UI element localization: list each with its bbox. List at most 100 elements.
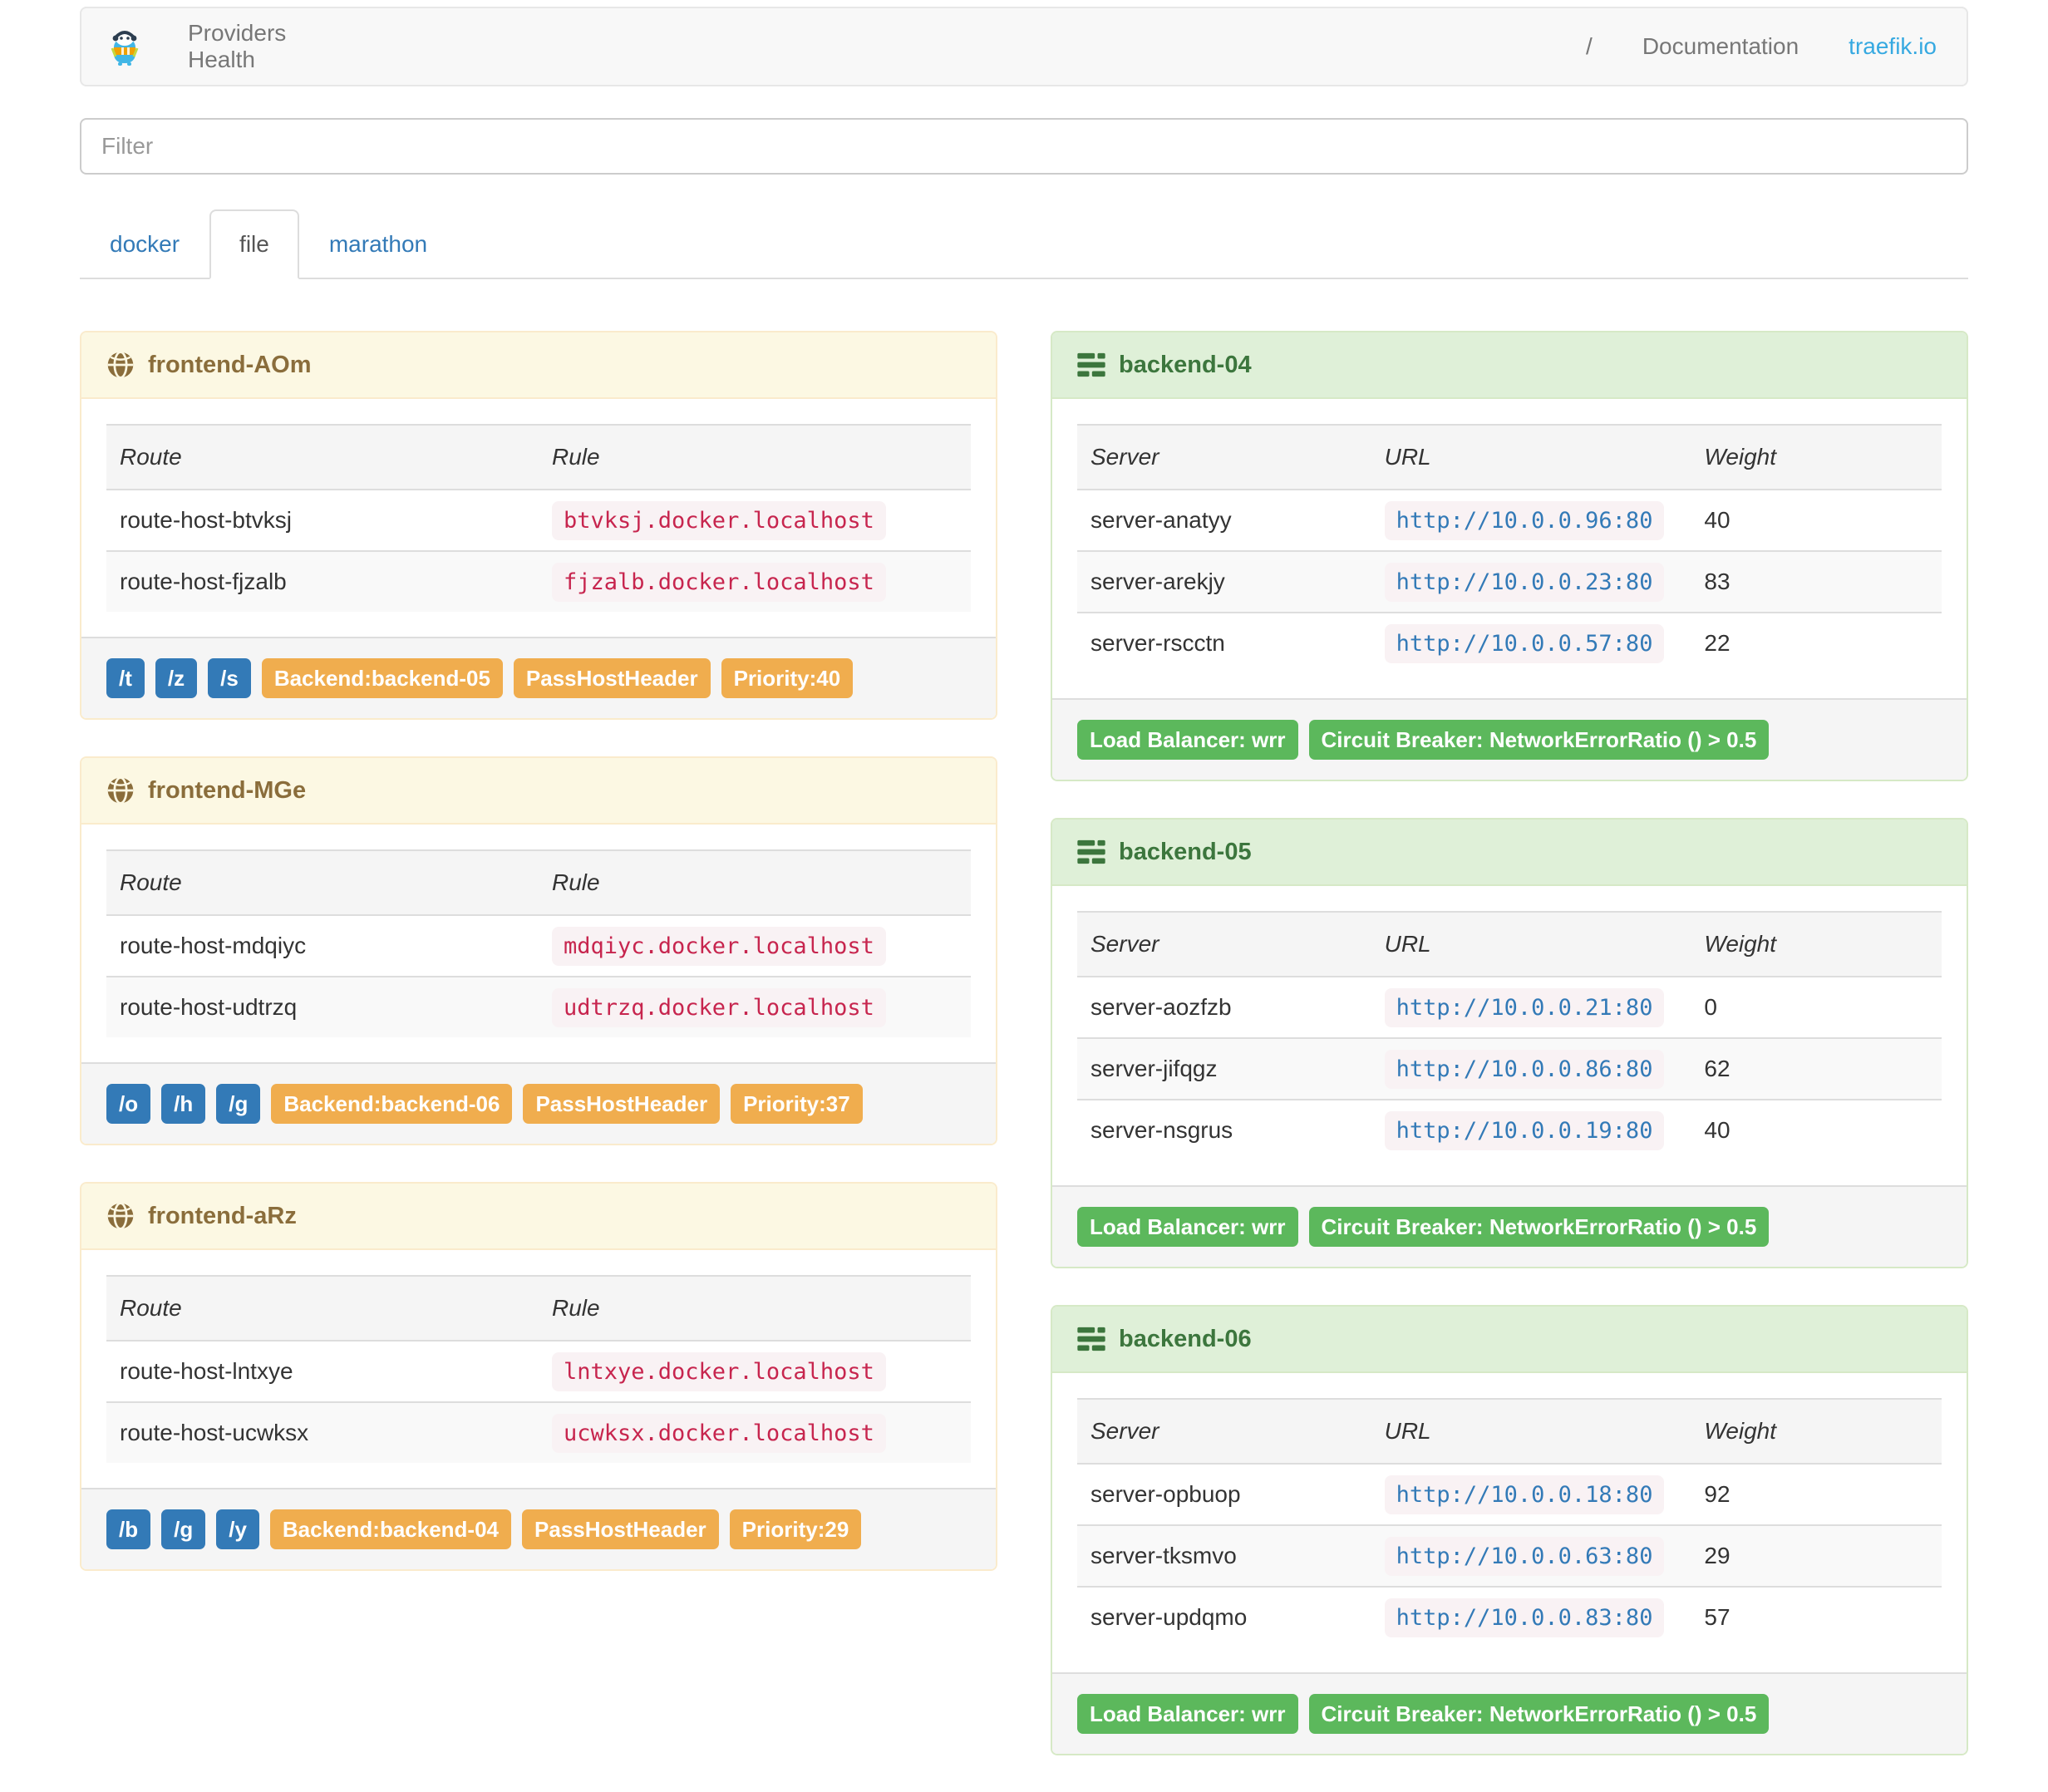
entrypoint-badge: /b: [106, 1509, 151, 1549]
nav-link-traefik-io[interactable]: traefik.io: [1849, 33, 1937, 59]
route-rule: mdqiyc.docker.localhost: [552, 927, 886, 966]
backend-panel-body: Server URL Weight server-aozfzb http://10.0…: [1052, 886, 1967, 1185]
frontend-panel-frontend-arz: frontend-aRz Route Rule route-host-lntxye…: [80, 1182, 997, 1571]
server-url-cell: http://10.0.0.86:80: [1371, 1037, 1691, 1100]
server-weight: 62: [1691, 1037, 1942, 1100]
frontend-config-badge: PassHostHeader: [522, 1509, 719, 1549]
column-header-route: Route: [106, 424, 539, 490]
provider-tabs: docker file marathon: [80, 209, 1968, 279]
navbar-links: Providers Health: [163, 20, 311, 73]
entrypoint-badge: /z: [155, 658, 198, 698]
nav-link-providers[interactable]: Providers: [188, 20, 287, 46]
tab-marathon: marathon: [299, 209, 457, 279]
entrypoint-badge: /t: [106, 658, 145, 698]
column-header-url: URL: [1371, 424, 1691, 490]
column-header-weight: Weight: [1691, 424, 1942, 490]
tab-link-file[interactable]: file: [209, 209, 299, 279]
server-url-link[interactable]: http://10.0.0.86:80: [1384, 1050, 1665, 1089]
content-grid: frontend-AOm Route Rule route-host-btvksj…: [80, 331, 1968, 1792]
server-url-link[interactable]: http://10.0.0.23:80: [1384, 563, 1665, 602]
frontend-panel-body: Route Rule route-host-mdqiyc mdqiyc.docker…: [81, 825, 996, 1062]
route-rule-cell: lntxye.docker.localhost: [539, 1341, 971, 1402]
tab-link-docker[interactable]: docker: [110, 231, 180, 257]
frontend-config-badge: PassHostHeader: [523, 1084, 721, 1124]
route-row: route-host-udtrzq udtrzq.docker.localhost: [106, 976, 971, 1037]
frontend-panel-heading: frontend-AOm: [81, 332, 996, 399]
backend-config-badge: Circuit Breaker: NetworkErrorRatio () > …: [1308, 1694, 1770, 1734]
version-text: /: [1586, 33, 1593, 59]
column-header-url: URL: [1371, 1398, 1691, 1465]
server-row: server-anatyy http://10.0.0.96:80 40: [1077, 490, 1942, 551]
server-row: server-rscctn http://10.0.0.57:80 22: [1077, 612, 1942, 673]
server-url-cell: http://10.0.0.21:80: [1371, 977, 1691, 1038]
nav-link-health[interactable]: Health: [188, 47, 255, 72]
route-name: route-host-mdqiyc: [120, 933, 307, 958]
backend-panel-heading: backend-06: [1052, 1307, 1967, 1373]
route-name: route-host-udtrzq: [106, 976, 539, 1037]
server-url-link[interactable]: http://10.0.0.19:80: [1384, 1111, 1665, 1150]
frontend-title: frontend-MGe: [148, 776, 307, 804]
filter-input[interactable]: [80, 118, 1968, 175]
servers-header-row: Server URL Weight: [1077, 1398, 1942, 1465]
server-url-link[interactable]: http://10.0.0.18:80: [1384, 1475, 1665, 1514]
routes-header-row: Route Rule: [106, 1275, 971, 1342]
route-rule-cell: mdqiyc.docker.localhost: [539, 915, 971, 977]
server-url-link[interactable]: http://10.0.0.63:80: [1384, 1537, 1665, 1576]
route-row: route-host-btvksj btvksj.docker.localhost: [106, 490, 971, 551]
server-row: server-jifqgz http://10.0.0.86:80 62: [1077, 1037, 1942, 1100]
server-tasks-icon: [1077, 352, 1105, 377]
route-row: route-host-ucwksx ucwksx.docker.localhost: [106, 1401, 971, 1463]
globe-icon: [106, 351, 135, 379]
nav-link-documentation[interactable]: Documentation: [1642, 33, 1799, 59]
route-name: route-host-fjzalb: [106, 550, 539, 612]
tab-link-marathon[interactable]: marathon: [328, 231, 428, 257]
server-url-link[interactable]: http://10.0.0.83:80: [1384, 1598, 1665, 1637]
server-row: server-opbuop http://10.0.0.18:80 92: [1077, 1464, 1942, 1525]
route-rule-cell: fjzalb.docker.localhost: [539, 550, 971, 612]
server-row: server-arekjy http://10.0.0.23:80 83: [1077, 550, 1942, 613]
route-row: route-host-mdqiyc mdqiyc.docker.localhost: [106, 915, 971, 977]
server-url-link[interactable]: http://10.0.0.21:80: [1384, 988, 1665, 1027]
server-weight: 40: [1704, 507, 1730, 533]
server-url-link[interactable]: http://10.0.0.57:80: [1384, 624, 1665, 663]
column-header-rule: Rule: [539, 849, 971, 916]
frontend-config-badge: Backend:backend-04: [269, 1509, 512, 1549]
frontend-config-badge: PassHostHeader: [513, 658, 711, 698]
route-rule-cell: btvksj.docker.localhost: [539, 490, 971, 551]
tab-file: file: [209, 209, 299, 279]
server-name: server-anatyy: [1090, 507, 1232, 533]
server-name: server-updqmo: [1077, 1586, 1371, 1647]
route-rule: lntxye.docker.localhost: [552, 1352, 886, 1391]
backend-panel-footer: Load Balancer: wrr Circuit Breaker: Netwo…: [1052, 1672, 1967, 1754]
entrypoint-badge: /s: [208, 658, 251, 698]
traefik-logo[interactable]: [86, 27, 163, 66]
frontend-config-badge: Priority:37: [731, 1084, 863, 1124]
column-header-server: Server: [1077, 911, 1371, 977]
column-header-rule: Rule: [539, 1275, 971, 1342]
server-url-link[interactable]: http://10.0.0.96:80: [1384, 501, 1665, 540]
backend-title: backend-06: [1119, 1325, 1252, 1352]
route-rule: fjzalb.docker.localhost: [552, 563, 886, 602]
route-row: route-host-lntxye lntxye.docker.localhost: [106, 1341, 971, 1402]
column-header-route: Route: [106, 849, 539, 916]
frontend-config-badge: Backend:backend-06: [271, 1084, 513, 1124]
frontend-panel-heading: frontend-aRz: [81, 1184, 996, 1250]
column-header-rule: Rule: [539, 424, 971, 490]
entrypoint-badge: /y: [216, 1509, 259, 1549]
server-name: server-jifqgz: [1077, 1037, 1371, 1100]
backend-panel-footer: Load Balancer: wrr Circuit Breaker: Netwo…: [1052, 1185, 1967, 1267]
server-row: server-updqmo http://10.0.0.83:80 57: [1077, 1586, 1942, 1647]
column-header-route: Route: [106, 1275, 539, 1342]
server-row: server-aozfzb http://10.0.0.21:80 0: [1077, 977, 1942, 1038]
server-weight: 0: [1704, 994, 1717, 1020]
routes-header-row: Route Rule: [106, 424, 971, 490]
route-rule: btvksj.docker.localhost: [552, 501, 886, 540]
routes-table: Route Rule route-host-btvksj btvksj.docker…: [106, 424, 971, 612]
server-name: server-tksmvo: [1077, 1524, 1371, 1587]
server-name: server-nsgrus: [1077, 1099, 1371, 1160]
server-tasks-icon: [1077, 1327, 1105, 1351]
server-url-cell: http://10.0.0.57:80: [1371, 612, 1691, 673]
backend-panel-footer: Load Balancer: wrr Circuit Breaker: Netwo…: [1052, 698, 1967, 780]
entrypoint-badge: /o: [106, 1084, 151, 1124]
backend-config-badge: Circuit Breaker: NetworkErrorRatio () > …: [1308, 720, 1770, 760]
